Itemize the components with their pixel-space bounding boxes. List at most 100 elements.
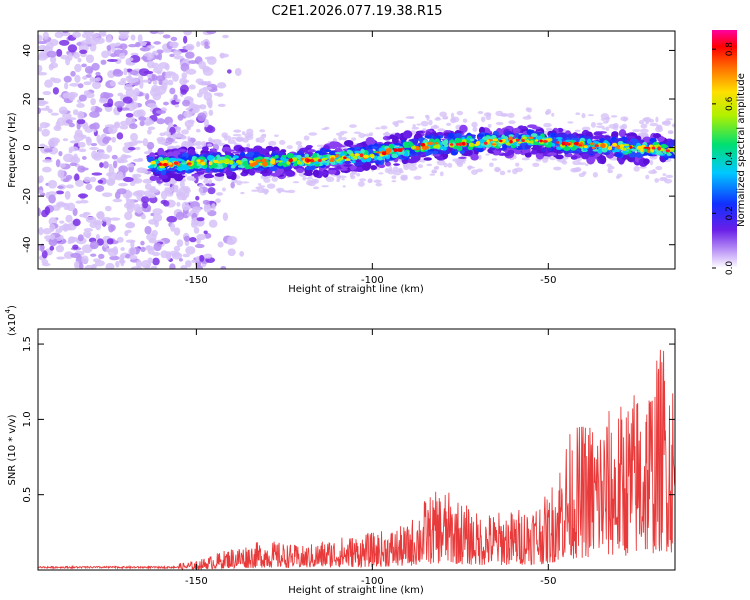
heat-cell <box>171 180 176 185</box>
heat-cell <box>328 167 339 171</box>
heat-cell <box>296 154 302 159</box>
heat-cell <box>670 147 675 152</box>
heat-cell <box>517 141 522 144</box>
heat-cell <box>81 63 87 68</box>
heat-cell <box>106 44 112 52</box>
heat-cell <box>654 178 660 183</box>
heat-cell <box>156 136 166 142</box>
heat-cell <box>424 135 432 139</box>
heat-cell <box>190 143 198 146</box>
heat-cell <box>408 165 418 171</box>
heat-cell <box>430 125 440 129</box>
heat-cell <box>619 125 626 130</box>
snr-x-ticks: -150 -100 -50 <box>185 329 556 587</box>
heat-cell <box>335 154 339 158</box>
heat-cell <box>90 142 98 147</box>
heat-cell <box>248 168 256 176</box>
heat-cell <box>84 65 94 74</box>
heat-cell <box>426 115 430 121</box>
heat-cell <box>176 201 181 207</box>
heat-cell <box>183 35 188 44</box>
heat-cell <box>219 156 226 161</box>
heat-cell <box>285 170 296 177</box>
spectrogram-y-tick-label: 0 <box>22 144 33 150</box>
heat-cell <box>341 178 345 181</box>
heat-cell <box>573 141 579 146</box>
heat-cell <box>303 135 310 141</box>
heat-cell <box>639 128 649 134</box>
heat-cell <box>378 172 384 175</box>
heat-cell <box>125 61 136 66</box>
heat-cell <box>373 179 382 184</box>
heat-cell <box>187 97 194 101</box>
heat-cell <box>336 178 341 182</box>
heat-cell <box>263 177 271 183</box>
heat-cell <box>195 128 201 133</box>
heat-cell <box>479 139 485 144</box>
heat-cell <box>115 260 120 268</box>
heat-cell <box>191 178 196 182</box>
snr-y-ticks: 0.5 1.0 1.5 <box>22 336 675 503</box>
heat-cell <box>140 240 145 246</box>
heat-cell <box>561 141 566 146</box>
heat-cell <box>530 133 538 138</box>
heat-cell <box>391 153 398 159</box>
heat-cell <box>655 116 659 123</box>
heat-cell <box>38 34 43 42</box>
spectrogram-panel: -150 -100 -50 -40 -20 0 20 40 Height of straig… <box>7 30 676 295</box>
heat-cell <box>219 53 229 58</box>
heat-cell <box>106 238 114 245</box>
heat-cell <box>240 191 245 195</box>
heat-cell <box>89 146 99 151</box>
heat-cell <box>124 84 133 91</box>
heat-cell <box>583 145 588 149</box>
heat-cell <box>62 138 69 142</box>
heat-cell <box>165 71 176 76</box>
heat-cell <box>367 178 373 184</box>
heat-cell <box>88 36 99 46</box>
heat-cell <box>120 154 128 161</box>
heat-cell <box>181 129 189 135</box>
heat-cell <box>152 93 162 101</box>
heat-cell <box>139 47 151 52</box>
heat-cell <box>102 137 110 144</box>
heat-cell <box>141 260 152 269</box>
heat-cell <box>354 153 360 157</box>
snr-scale-base: (x10 <box>7 313 18 336</box>
heat-cell <box>38 99 47 107</box>
heat-cell <box>549 156 557 161</box>
heat-cell <box>185 43 195 51</box>
heat-cell <box>67 44 78 53</box>
heat-cell <box>358 132 366 139</box>
spectrogram-x-tick-label: -100 <box>361 275 384 286</box>
heat-cell <box>216 155 221 162</box>
heat-cell <box>421 145 428 151</box>
heat-cell <box>202 65 211 73</box>
heat-cell <box>342 185 346 188</box>
heat-cell <box>444 144 449 148</box>
heat-cell <box>220 266 227 269</box>
heat-cell <box>321 170 329 176</box>
heat-cell <box>50 112 59 116</box>
heat-cell <box>402 141 410 147</box>
heat-cell <box>188 60 198 64</box>
heat-cell <box>492 138 498 142</box>
heat-cell <box>312 152 318 158</box>
heat-cell <box>376 151 382 154</box>
spectrogram-frame <box>37 30 676 270</box>
heat-cell <box>649 122 659 127</box>
heat-cell <box>174 133 183 138</box>
heat-cell <box>65 174 73 180</box>
heat-cell <box>435 135 441 140</box>
heat-cell <box>646 148 651 154</box>
heat-cell <box>462 118 468 123</box>
heat-cell <box>237 165 243 168</box>
heat-cell <box>273 134 279 137</box>
heat-cell <box>524 140 529 143</box>
heat-cell <box>375 182 383 187</box>
heat-cell <box>435 116 441 120</box>
heat-cell <box>174 104 180 108</box>
heat-cell <box>509 140 513 144</box>
heat-cell <box>442 146 447 151</box>
heat-cell <box>109 224 116 231</box>
